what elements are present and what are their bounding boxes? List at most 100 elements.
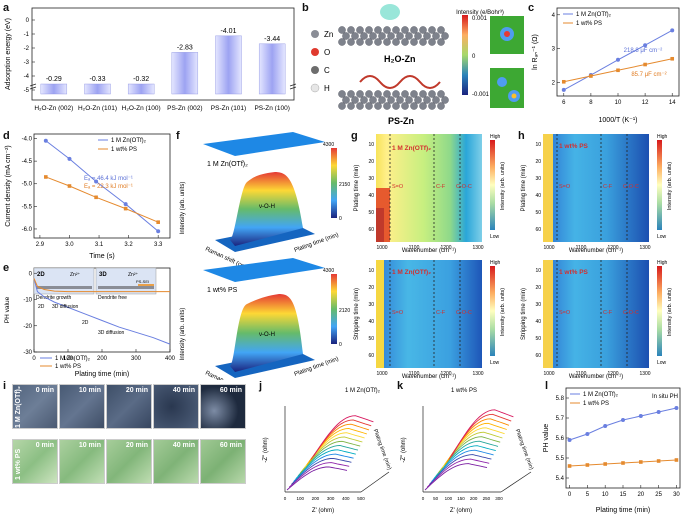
h-bottom-xlabel: Wavenumber (cm⁻¹) <box>569 374 623 380</box>
h-bottom-band-cf: C-F <box>603 310 613 316</box>
panel-a-axis-break-right <box>289 83 297 87</box>
data-point <box>123 202 128 207</box>
zn-atom <box>396 32 404 40</box>
zn-atom <box>338 90 346 98</box>
e-annot-2d-2: 2D <box>82 320 89 326</box>
zn-atom <box>405 96 413 104</box>
heat-xtick: 1100 <box>409 245 420 251</box>
zn-atom <box>338 38 346 46</box>
panel-a-axis-break-right-2 <box>289 86 297 90</box>
inset-zn-ion-1: Zn²⁺ <box>70 272 81 278</box>
zn-atom <box>419 90 427 98</box>
zn-atom <box>410 38 418 46</box>
zn-atom <box>387 96 395 104</box>
panel-l-ph-chart: 0 5 10 15 20 25 30 5.4 5.5 5.6 5.7 5.8 1 M Zn(OTf)₂ 1… <box>543 387 680 514</box>
h2o-charge-cloud <box>380 4 400 20</box>
g-top-cbar-high: High <box>490 134 501 140</box>
panel-i-optical-micrographs: 0 min 10 min 20 min 40 min 60 min 0 min … <box>12 384 252 514</box>
density-map-1-core <box>504 31 510 37</box>
heat-xtick: 1200 <box>440 245 451 251</box>
legend-o-atom <box>311 48 319 56</box>
inset-ps-sei-layer <box>138 284 154 286</box>
nyquist-curve <box>308 423 370 463</box>
data-point <box>656 410 661 414</box>
g-bottom-heatmap <box>376 260 482 368</box>
j-nyquist-curves <box>286 415 374 491</box>
heat-xtick: 1300 <box>639 245 650 251</box>
nyquist-xtick: 250 <box>483 496 491 501</box>
panel-a-axis-break-left <box>29 83 37 87</box>
nyquist-xtick: 400 <box>342 496 350 501</box>
h-bottom-cbar-low: Low <box>657 360 667 366</box>
h-top-xlabel: Wavenumber (cm⁻¹) <box>569 248 623 254</box>
nyquist-curve <box>426 458 490 488</box>
j-xticks: 0 100 200 300 400 500 <box>284 496 366 501</box>
micro-row2-frame-20: 20 min <box>106 439 152 484</box>
heat-ytick: 10 <box>368 142 374 148</box>
panel-label-c: c <box>528 2 535 14</box>
ytick-label: -4.0 <box>22 137 33 143</box>
xtick-label: 0 <box>568 492 572 498</box>
f1-zlabel: Intensity (arb. units) <box>180 182 186 235</box>
heat-ytick: 40 <box>368 193 374 199</box>
f2-peak: ν-O-H <box>259 332 275 338</box>
xtick-label: 25 <box>655 492 662 498</box>
g-top-colorbar <box>490 140 495 230</box>
panel-d-axes-frame <box>33 133 171 239</box>
zn-atom <box>423 96 431 104</box>
zn-atom <box>378 96 386 104</box>
panel-d-arrhenius-chart: 2.9 3.0 3.1 3.2 3.3 -4.0 -4.5 -5.0 -5.5 -6.0 1 M Z… <box>5 133 171 260</box>
j-ylabel: -Z'' (ohm) <box>263 437 269 462</box>
data-point <box>603 424 608 428</box>
zn-atom <box>401 102 409 110</box>
g-top-cbar-low: Low <box>490 234 500 240</box>
e-legend-label: 1 M Zn(OTf)₂ <box>55 356 91 362</box>
data-point <box>44 175 48 179</box>
zn-atom <box>401 26 409 34</box>
g-top-heatmap <box>376 134 482 242</box>
panel-label-i: i <box>3 380 7 392</box>
data-point <box>156 220 160 224</box>
h-bottom-edge-band <box>543 260 553 368</box>
panel-a-xlabels: H₂O-Zn (002) H₂O-Zn (101) H₂O-Zn (100) PS-Z… <box>34 105 290 112</box>
g-bottom-cbar-label: Intensity (arb. units) <box>500 288 506 336</box>
data-point <box>585 463 590 467</box>
zn-atom <box>437 38 445 46</box>
legend-c-atom <box>311 66 319 74</box>
zn-atom <box>410 90 418 98</box>
panel-label-k: k <box>397 380 404 392</box>
a-bar-category: PS-Zn (002) <box>167 105 202 112</box>
panel-e-xlabel: Plating time (min) <box>75 371 129 378</box>
legend-label: 1 M Zn(OTf)₂ <box>583 392 619 398</box>
series-line <box>33 278 170 293</box>
zn-atom <box>360 96 368 104</box>
data-point <box>43 138 48 143</box>
heat-ytick: 60 <box>535 227 541 233</box>
panel-label-e: e <box>3 262 10 274</box>
zn-atom <box>414 96 422 104</box>
d-ea-zn: Eₐ = 46.4 kJ mol⁻¹ <box>84 176 133 182</box>
a-ytick-label: -2 <box>24 46 30 52</box>
xtick-label: 5 <box>586 492 590 498</box>
a-bar-category: PS-Zn (100) <box>254 105 289 112</box>
heat-xtick: 1200 <box>440 371 451 377</box>
panel-a-ylabel: Adsorption energy (eV) <box>5 18 12 90</box>
ytick-label: -5.5 <box>22 204 33 210</box>
data-point <box>621 461 625 465</box>
a-bar <box>40 83 68 95</box>
f1-peak: ν-O-H <box>259 204 275 210</box>
cbar-tick-top: 0.001 <box>472 16 488 22</box>
zn-atom <box>374 90 382 98</box>
h-bottom-band-coc: C-O-C <box>623 310 639 316</box>
panel-a-yticks: 0 -1 -2 -3 -4 -5 <box>24 18 35 94</box>
micro-row2-label: 1 wt% PS <box>15 448 22 480</box>
a-bar <box>127 83 155 95</box>
xtick-label: 30 <box>673 492 680 498</box>
nyquist-xtick: 200 <box>470 496 478 501</box>
panel-b-title-h2o: H₂O-Zn <box>384 54 416 64</box>
g-bottom-band-coc: C-O-C <box>456 310 472 316</box>
zn-atom <box>432 32 440 40</box>
f2-cbar-top: 4300 <box>323 268 334 274</box>
zn-atom <box>365 102 373 110</box>
nyquist-curve <box>433 445 496 480</box>
